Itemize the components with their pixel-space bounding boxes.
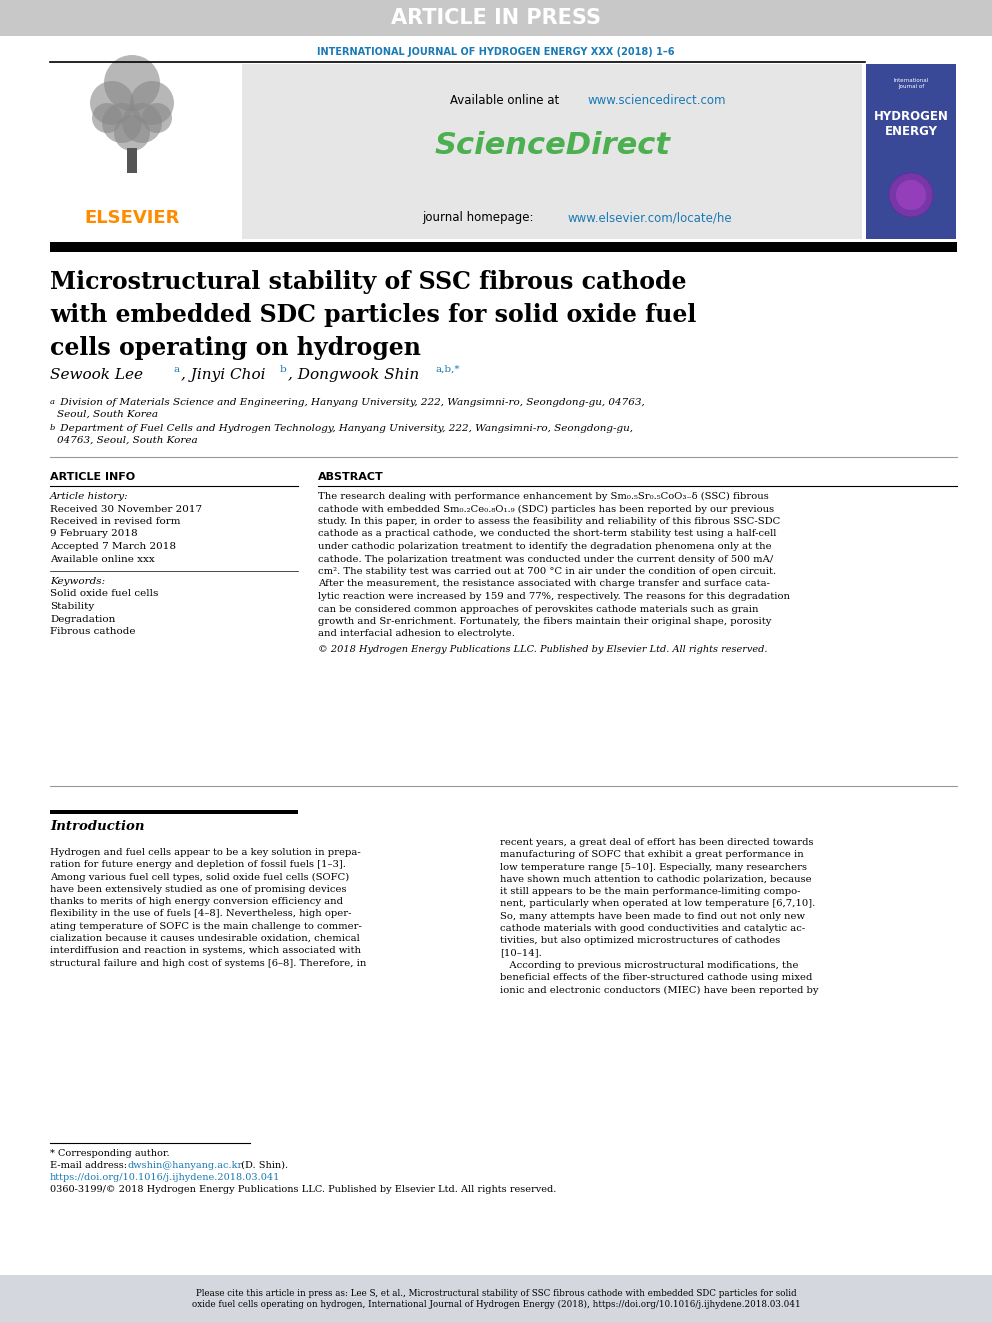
Text: Please cite this article in press as: Lee S, et al., Microstructural stability o: Please cite this article in press as: Le… <box>191 1289 801 1308</box>
Text: lytic reaction were increased by 159 and 77%, respectively. The reasons for this: lytic reaction were increased by 159 and… <box>318 591 790 601</box>
Text: a,b,*: a,b,* <box>435 365 459 374</box>
Text: 9 February 2018: 9 February 2018 <box>50 529 138 538</box>
Text: growth and Sr-enrichment. Fortunately, the fibers maintain their original shape,: growth and Sr-enrichment. Fortunately, t… <box>318 617 772 626</box>
Text: manufacturing of SOFC that exhibit a great performance in: manufacturing of SOFC that exhibit a gre… <box>500 851 804 860</box>
Text: study. In this paper, in order to assess the feasibility and reliability of this: study. In this paper, in order to assess… <box>318 517 781 527</box>
Text: Department of Fuel Cells and Hydrogen Technology, Hanyang University, 222, Wangs: Department of Fuel Cells and Hydrogen Te… <box>57 423 633 433</box>
Text: Degradation: Degradation <box>50 614 115 623</box>
Text: ration for future energy and depletion of fossil fuels [1–3].: ration for future energy and depletion o… <box>50 860 346 869</box>
Text: , Dongwook Shin: , Dongwook Shin <box>288 368 420 382</box>
Text: under cathodic polarization treatment to identify the degradation phenomena only: under cathodic polarization treatment to… <box>318 542 772 550</box>
Circle shape <box>104 56 160 111</box>
Text: Available online xxx: Available online xxx <box>50 554 155 564</box>
Text: cm². The stability test was carried out at 700 °C in air under the condition of : cm². The stability test was carried out … <box>318 568 776 576</box>
Text: According to previous microstructural modifications, the: According to previous microstructural mo… <box>500 960 799 970</box>
Text: structural failure and high cost of systems [6–8]. Therefore, in: structural failure and high cost of syst… <box>50 959 366 967</box>
Text: www.elsevier.com/locate/he: www.elsevier.com/locate/he <box>567 212 732 225</box>
Text: thanks to merits of high energy conversion efficiency and: thanks to merits of high energy conversi… <box>50 897 343 906</box>
Text: 0360-3199/© 2018 Hydrogen Energy Publications LLC. Published by Elsevier Ltd. Al: 0360-3199/© 2018 Hydrogen Energy Publica… <box>50 1185 557 1193</box>
Text: b: b <box>50 423 56 433</box>
Bar <box>50 810 298 814</box>
Text: Keywords:: Keywords: <box>50 577 105 586</box>
Circle shape <box>896 180 926 210</box>
Text: with embedded SDC particles for solid oxide fuel: with embedded SDC particles for solid ox… <box>50 303 696 327</box>
Text: Accepted 7 March 2018: Accepted 7 March 2018 <box>50 542 176 550</box>
Text: E-mail address:: E-mail address: <box>50 1162 130 1170</box>
Text: a: a <box>173 365 180 374</box>
Text: International
Journal of: International Journal of <box>894 78 929 89</box>
Text: cathode materials with good conductivities and catalytic ac-: cathode materials with good conductiviti… <box>500 923 806 933</box>
Text: Received in revised form: Received in revised form <box>50 517 181 527</box>
Text: ELSEVIER: ELSEVIER <box>84 209 180 228</box>
Text: Microstructural stability of SSC fibrous cathode: Microstructural stability of SSC fibrous… <box>50 270 686 294</box>
Text: , Jinyi Choi: , Jinyi Choi <box>181 368 266 382</box>
Text: have shown much attention to cathodic polarization, because: have shown much attention to cathodic po… <box>500 875 811 884</box>
Text: Solid oxide fuel cells: Solid oxide fuel cells <box>50 590 159 598</box>
Text: Introduction: Introduction <box>50 820 145 833</box>
Bar <box>866 64 956 239</box>
Text: Hydrogen and fuel cells appear to be a key solution in prepa-: Hydrogen and fuel cells appear to be a k… <box>50 848 361 857</box>
Text: journal homepage:: journal homepage: <box>422 212 538 225</box>
Text: So, many attempts have been made to find out not only new: So, many attempts have been made to find… <box>500 912 805 921</box>
Text: ionic and electronic conductors (MIEC) have been reported by: ionic and electronic conductors (MIEC) h… <box>500 986 818 995</box>
Text: flexibility in the use of fuels [4–8]. Nevertheless, high oper-: flexibility in the use of fuels [4–8]. N… <box>50 909 351 918</box>
Text: Division of Materials Science and Engineering, Hanyang University, 222, Wangsimn: Division of Materials Science and Engine… <box>57 398 645 407</box>
Text: © 2018 Hydrogen Energy Publications LLC. Published by Elsevier Ltd. All rights r: © 2018 Hydrogen Energy Publications LLC.… <box>318 646 768 654</box>
Circle shape <box>142 103 172 134</box>
Text: After the measurement, the resistance associated with charge transfer and surfac: After the measurement, the resistance as… <box>318 579 770 589</box>
Text: Seoul, South Korea: Seoul, South Korea <box>57 410 158 419</box>
Text: The research dealing with performance enhancement by Sm₀.₅Sr₀.₅CoO₃₋δ (SSC) fibr: The research dealing with performance en… <box>318 492 769 501</box>
Text: ating temperature of SOFC is the main challenge to commer-: ating temperature of SOFC is the main ch… <box>50 922 362 931</box>
Text: Among various fuel cell types, solid oxide fuel cells (SOFC): Among various fuel cell types, solid oxi… <box>50 873 349 881</box>
Text: tivities, but also optimized microstructures of cathodes: tivities, but also optimized microstruct… <box>500 937 781 946</box>
Text: a: a <box>50 398 55 406</box>
Circle shape <box>130 81 174 124</box>
Text: dwshin@hanyang.ac.kr: dwshin@hanyang.ac.kr <box>128 1162 243 1170</box>
Text: ABSTRACT: ABSTRACT <box>318 472 384 482</box>
Text: https://doi.org/10.1016/j.ijhydene.2018.03.041: https://doi.org/10.1016/j.ijhydene.2018.… <box>50 1174 281 1181</box>
Text: cathode as a practical cathode, we conducted the short-term stability test using: cathode as a practical cathode, we condu… <box>318 529 777 538</box>
Text: ScienceDirect: ScienceDirect <box>435 131 671 160</box>
Text: Sewook Lee: Sewook Lee <box>50 368 143 382</box>
Text: can be considered common approaches of perovskites cathode materials such as gra: can be considered common approaches of p… <box>318 605 759 614</box>
Text: have been extensively studied as one of promising devices: have been extensively studied as one of … <box>50 885 346 894</box>
Text: Fibrous cathode: Fibrous cathode <box>50 627 136 636</box>
Text: 04763, Seoul, South Korea: 04763, Seoul, South Korea <box>57 437 197 445</box>
Circle shape <box>889 173 933 217</box>
Bar <box>0 0 992 36</box>
Bar <box>127 148 137 173</box>
Text: (D. Shin).: (D. Shin). <box>238 1162 288 1170</box>
Circle shape <box>92 103 122 134</box>
Text: [10–14].: [10–14]. <box>500 949 542 958</box>
Circle shape <box>90 81 134 124</box>
Text: Received 30 November 2017: Received 30 November 2017 <box>50 504 202 513</box>
Text: cathode. The polarization treatment was conducted under the current density of 5: cathode. The polarization treatment was … <box>318 554 773 564</box>
Text: www.sciencedirect.com: www.sciencedirect.com <box>587 94 725 106</box>
Text: ARTICLE IN PRESS: ARTICLE IN PRESS <box>391 8 601 28</box>
Text: Article history:: Article history: <box>50 492 129 501</box>
Text: cathode with embedded Sm₀.₂Ce₀.₈O₁.₉ (SDC) particles has been reported by our pr: cathode with embedded Sm₀.₂Ce₀.₈O₁.₉ (SD… <box>318 504 774 513</box>
Text: it still appears to be the main performance-limiting compo-: it still appears to be the main performa… <box>500 888 801 896</box>
Text: ARTICLE INFO: ARTICLE INFO <box>50 472 135 482</box>
Circle shape <box>102 103 142 143</box>
Text: interdiffusion and reaction in systems, which associated with: interdiffusion and reaction in systems, … <box>50 946 361 955</box>
Text: cells operating on hydrogen: cells operating on hydrogen <box>50 336 421 360</box>
Text: Stability: Stability <box>50 602 94 611</box>
Text: * Corresponding author.: * Corresponding author. <box>50 1148 170 1158</box>
Text: cialization because it causes undesirable oxidation, chemical: cialization because it causes undesirabl… <box>50 934 360 943</box>
Circle shape <box>114 115 150 151</box>
Bar <box>242 64 862 239</box>
Text: recent years, a great deal of effort has been directed towards: recent years, a great deal of effort has… <box>500 837 813 847</box>
Text: HYDROGEN
ENERGY: HYDROGEN ENERGY <box>874 110 948 138</box>
Text: b: b <box>280 365 287 374</box>
Text: and interfacial adhesion to electrolyte.: and interfacial adhesion to electrolyte. <box>318 630 515 639</box>
Text: INTERNATIONAL JOURNAL OF HYDROGEN ENERGY XXX (2018) 1–6: INTERNATIONAL JOURNAL OF HYDROGEN ENERGY… <box>317 48 675 57</box>
Bar <box>0 1275 992 1323</box>
Bar <box>50 242 957 251</box>
Text: Available online at: Available online at <box>450 94 563 106</box>
Text: low temperature range [5–10]. Especially, many researchers: low temperature range [5–10]. Especially… <box>500 863 807 872</box>
Text: nent, particularly when operated at low temperature [6,7,10].: nent, particularly when operated at low … <box>500 900 815 909</box>
Text: beneficial effects of the fiber-structured cathode using mixed: beneficial effects of the fiber-structur… <box>500 974 812 982</box>
Circle shape <box>122 103 162 143</box>
